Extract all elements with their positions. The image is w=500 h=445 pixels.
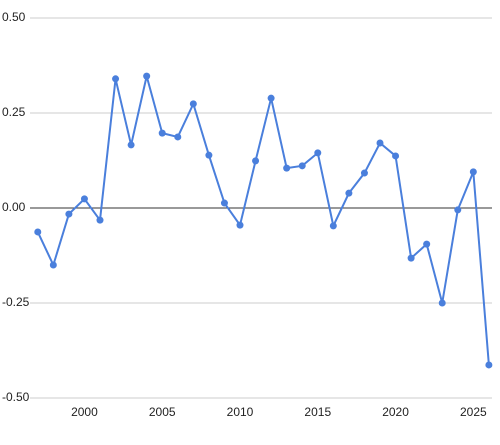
point (407, 254, 415, 262)
point (485, 361, 493, 369)
x-tick-label: 2015 (304, 405, 331, 419)
point (127, 141, 135, 149)
point (220, 199, 228, 207)
y-tick-label: 0.50 (2, 10, 26, 24)
x-tick-label: 2010 (227, 405, 254, 419)
point (329, 222, 337, 230)
x-tick-label: 2020 (382, 405, 409, 419)
point (438, 299, 446, 307)
point (252, 157, 260, 165)
y-tick-label: 0.00 (2, 200, 26, 214)
point (205, 151, 213, 159)
x-tick-label: 2025 (460, 405, 487, 419)
point (174, 133, 182, 141)
y-tick-label: -0.50 (2, 390, 30, 404)
y-tick-label: -0.25 (2, 295, 30, 309)
point (189, 100, 197, 108)
y-tick-label: 0.25 (2, 105, 26, 119)
point (360, 169, 368, 177)
point (96, 216, 104, 224)
x-tick-label: 2005 (149, 405, 176, 419)
x-tick-label: 2000 (71, 405, 98, 419)
line (36, 75, 490, 366)
point (143, 72, 151, 80)
point (392, 152, 400, 160)
point (236, 221, 244, 229)
point (298, 162, 306, 170)
point (80, 195, 88, 203)
point (267, 94, 275, 102)
point (65, 210, 73, 218)
point (423, 240, 431, 248)
point (34, 228, 42, 236)
point (454, 206, 462, 214)
point (345, 189, 353, 197)
point (158, 129, 166, 137)
point (112, 75, 120, 83)
point (49, 261, 57, 269)
point (314, 149, 322, 157)
point (283, 164, 291, 172)
point (469, 168, 477, 176)
point (376, 139, 384, 147)
